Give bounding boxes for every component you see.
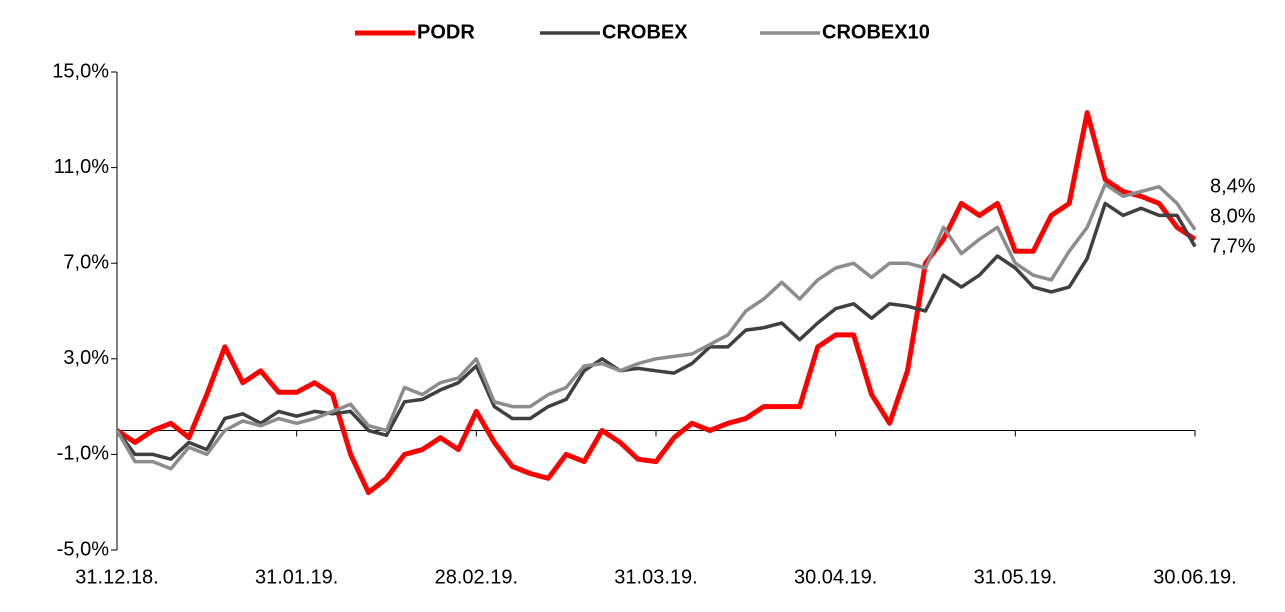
x-tick-label: 28.02.19. xyxy=(435,566,518,588)
series-line xyxy=(115,201,1197,461)
x-tick-label: 30.04.19. xyxy=(794,566,877,588)
y-tick-label: 11,0% xyxy=(54,156,109,178)
y-tick-label: -5,0% xyxy=(57,538,109,560)
x-tick-label: 31.03.19. xyxy=(614,566,697,588)
x-tick-label: 31.01.19. xyxy=(255,566,338,588)
x-tick-label: 30.06.19. xyxy=(1153,566,1236,588)
series-line xyxy=(115,182,1197,471)
series-line xyxy=(115,110,1197,496)
y-tick-label: 3,0% xyxy=(63,347,109,369)
end-label: 7,7% xyxy=(1210,235,1256,257)
legend-label: PODR xyxy=(417,21,475,43)
y-tick-label: 15,0% xyxy=(52,60,109,82)
y-tick-label: -1,0% xyxy=(57,443,109,465)
legend-label: CROBEX xyxy=(602,21,688,43)
end-label: 8,0% xyxy=(1210,205,1256,227)
x-tick-label: 31.05.19. xyxy=(974,566,1057,588)
legend-label: CROBEX10 xyxy=(822,21,930,43)
y-tick-label: 7,0% xyxy=(63,251,109,273)
x-tick-label: 31.12.18. xyxy=(75,566,158,588)
end-label: 8,4% xyxy=(1210,175,1256,197)
